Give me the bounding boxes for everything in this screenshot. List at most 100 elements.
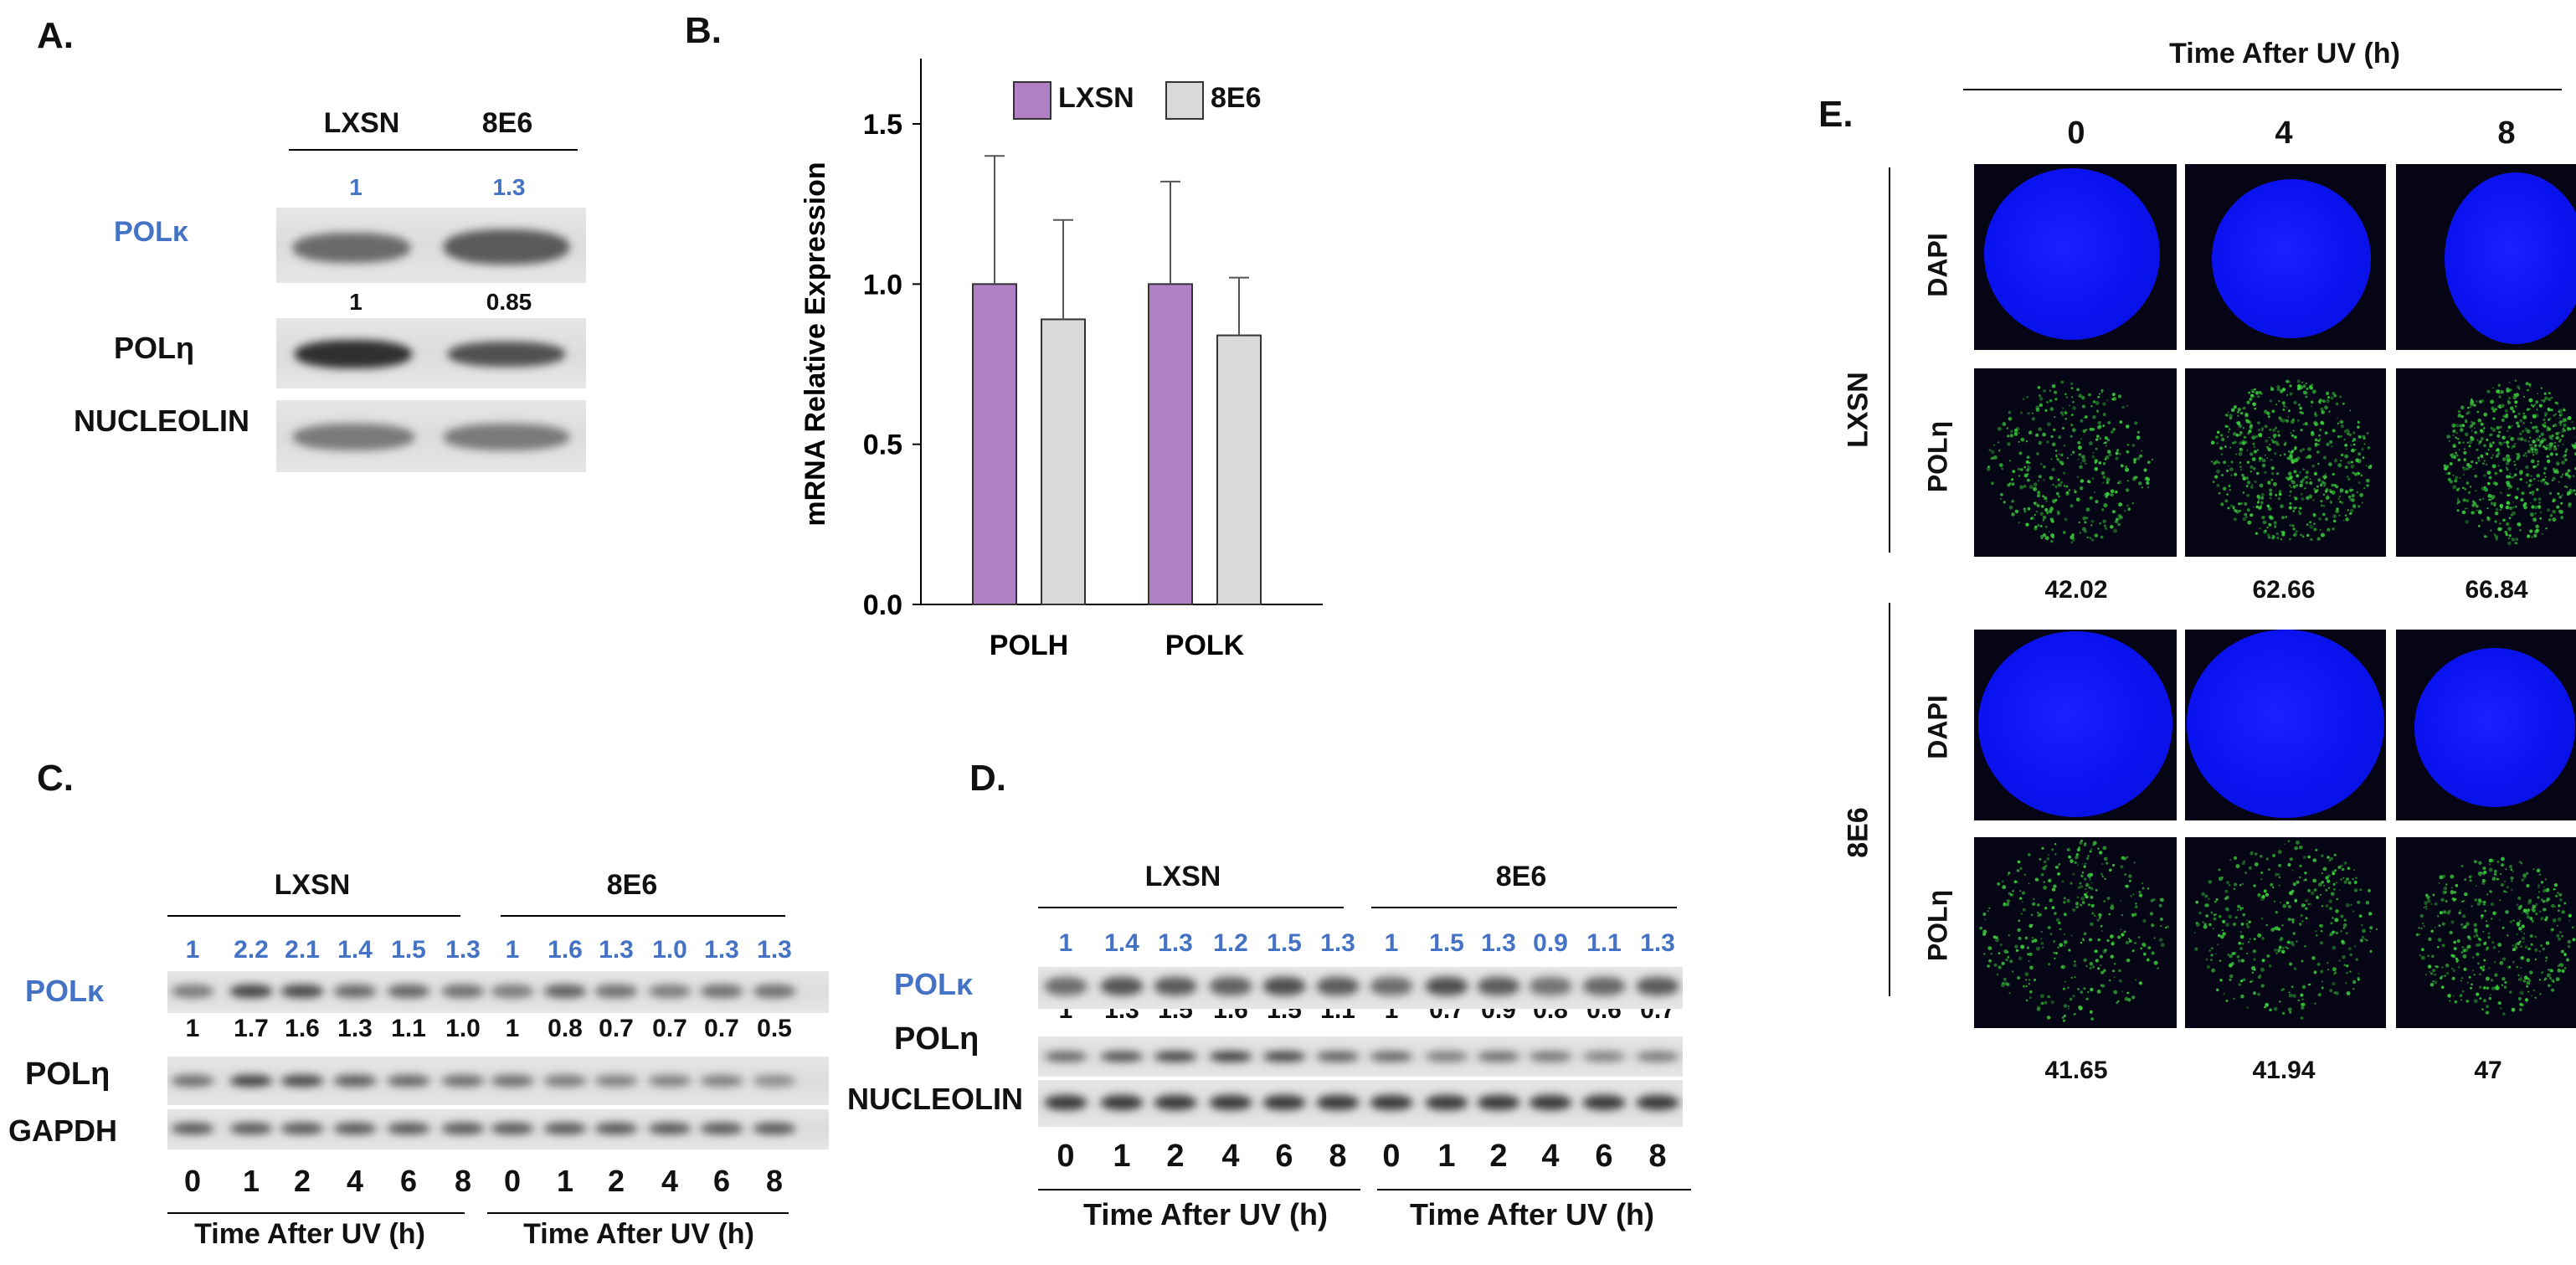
polh-focus	[2138, 893, 2143, 897]
c-blot-gapdh-band-8	[595, 1123, 637, 1134]
polh-focus	[2490, 426, 2493, 429]
polh-focus	[2206, 964, 2210, 969]
polh-focus	[2236, 955, 2240, 959]
polh-focus	[2497, 950, 2500, 953]
polh-focus	[2063, 944, 2065, 947]
polh-focus	[2253, 991, 2256, 995]
polh-focus	[2020, 944, 2025, 949]
polh-focus	[2051, 467, 2055, 471]
panel-c-polk-val-2: 2.1	[285, 936, 320, 964]
polh-focus	[2296, 474, 2300, 478]
polh-focus	[2563, 427, 2565, 429]
polh-focus	[2301, 381, 2303, 383]
polh-focus	[2511, 424, 2513, 427]
polh-focus	[2468, 975, 2471, 979]
polh-focus	[2515, 943, 2517, 945]
polh-focus	[2447, 994, 2451, 998]
polh-focus	[2058, 453, 2060, 455]
polh-focus	[2515, 537, 2519, 542]
polh-focus	[2477, 456, 2481, 460]
polh-focus	[2063, 445, 2066, 447]
polh-focus	[2044, 1000, 2048, 1005]
polh-focus	[2515, 474, 2517, 476]
polh-focus	[2478, 399, 2482, 404]
polh-focus	[2138, 936, 2141, 938]
polh-focus	[2069, 404, 2070, 407]
polh-focus	[2340, 914, 2344, 918]
polh-focus	[2016, 869, 2020, 872]
polh-focus	[2111, 863, 2116, 867]
polh-focus	[2040, 942, 2044, 945]
panel-c-row-polk: POLκ	[25, 974, 105, 1008]
polh-focus	[2496, 425, 2500, 430]
polh-focus	[2482, 866, 2486, 871]
polh-focus	[2429, 972, 2434, 975]
polh-focus	[2571, 443, 2573, 446]
polh-focus	[2553, 414, 2556, 417]
polh-focus	[2280, 937, 2284, 940]
polh-focus	[2126, 856, 2129, 859]
c-blot-polk-band-3	[334, 985, 376, 998]
polh-focus	[2115, 451, 2119, 455]
panel-d-time-3: 4	[1221, 1139, 1240, 1174]
polh-focus	[2074, 976, 2076, 979]
polh-focus	[2337, 463, 2342, 468]
polh-focus	[2092, 841, 2097, 846]
c-blot-gapdh-band-11	[753, 1123, 795, 1134]
polh-focus	[2559, 898, 2563, 902]
polh-focus	[2567, 416, 2572, 420]
lxsn-value-0: 42.02	[2044, 576, 2108, 604]
polh-focus	[2517, 424, 2521, 428]
polh-focus	[2496, 877, 2499, 881]
panel-c-poln-val-2: 1.6	[285, 1015, 320, 1042]
polh-focus	[1982, 913, 1987, 916]
polh-focus	[2309, 983, 2311, 986]
panel-d-axis-label-1: Time After UV (h)	[1082, 1197, 1329, 1232]
polh-focus	[2079, 465, 2083, 470]
polh-focus	[2357, 976, 2360, 980]
panel-e-stain-dapi-1: DAPI	[1922, 233, 1953, 297]
polh-focus	[2543, 392, 2547, 395]
polh-focus	[2279, 454, 2282, 456]
polh-focus	[2486, 893, 2489, 896]
polh-focus	[2088, 887, 2091, 889]
polh-focus	[1979, 926, 1983, 930]
polh-focus	[2052, 483, 2054, 486]
polh-focus	[2132, 893, 2135, 896]
polh-focus	[2319, 528, 2321, 532]
polh-focus	[2230, 474, 2233, 476]
polh-focus	[2450, 920, 2455, 924]
polh-focus	[2081, 901, 2085, 904]
m-lp4-foci	[2210, 379, 2373, 542]
polh-focus	[2308, 494, 2313, 499]
polh-focus	[2343, 880, 2347, 884]
polh-focus	[2244, 476, 2249, 481]
polh-focus	[2027, 465, 2029, 467]
polh-focus	[2036, 452, 2039, 455]
polh-focus	[2119, 420, 2123, 424]
polh-focus	[2025, 440, 2028, 443]
polh-focus	[2365, 465, 2368, 467]
polh-focus	[2044, 409, 2048, 412]
polh-focus	[2347, 881, 2352, 885]
polh-focus	[2519, 528, 2522, 532]
polh-focus	[2423, 925, 2425, 928]
polh-focus	[2494, 869, 2497, 873]
polh-focus	[2294, 446, 2297, 450]
polh-focus	[2549, 452, 2554, 456]
polh-focus	[2028, 952, 2033, 956]
polh-focus	[2493, 503, 2496, 507]
polh-focus	[2103, 442, 2106, 445]
polh-focus	[2000, 493, 2003, 496]
polh-focus	[2544, 977, 2548, 980]
polh-focus	[2547, 508, 2551, 512]
polh-focus	[2499, 522, 2501, 525]
polh-focus	[2523, 439, 2527, 442]
d-blot-polk-band-10	[1583, 977, 1625, 995]
polh-focus	[2479, 440, 2482, 444]
polh-focus	[2564, 454, 2567, 456]
polh-focus	[2233, 405, 2237, 409]
polh-focus	[2096, 990, 2101, 994]
polh-focus	[2496, 985, 2498, 987]
polh-focus	[2025, 985, 2028, 988]
